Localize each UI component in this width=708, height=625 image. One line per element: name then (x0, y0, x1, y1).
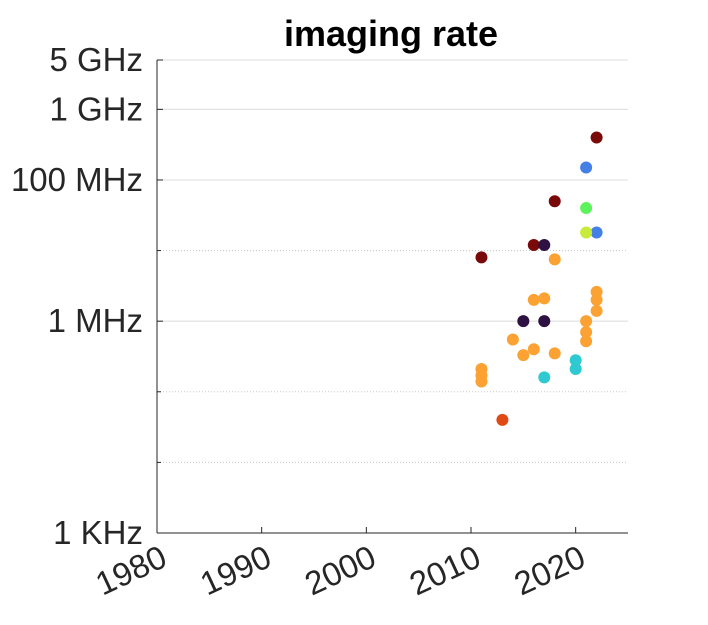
data-point (580, 226, 593, 239)
data-point (569, 354, 582, 367)
data-point (590, 226, 603, 239)
data-point (590, 293, 603, 306)
chart-title: imaging rate (284, 13, 498, 54)
data-point (580, 315, 593, 328)
data-point (548, 195, 561, 208)
axes (156, 60, 628, 534)
y-tick-label: 5 GHz (49, 41, 143, 78)
data-point (580, 202, 593, 215)
data-point (538, 371, 551, 384)
data-point (538, 315, 551, 328)
data-point (590, 131, 603, 144)
y-tick-label: 1 MHz (48, 302, 143, 339)
data-point (590, 304, 603, 317)
x-tick-label: 2010 (404, 538, 486, 603)
x-tick-label: 2000 (299, 538, 381, 603)
data-point (527, 238, 540, 251)
data-point (496, 413, 509, 426)
data-points (475, 131, 603, 426)
data-point (580, 326, 593, 339)
data-point (548, 253, 561, 266)
data-point (580, 161, 593, 174)
data-point (538, 238, 551, 251)
data-point (548, 347, 561, 360)
y-tick-label: 1 GHz (49, 90, 143, 127)
data-point (538, 292, 551, 305)
data-point (569, 363, 582, 376)
data-point (475, 251, 488, 264)
data-point (475, 375, 488, 388)
data-point (517, 315, 530, 328)
data-point (527, 343, 540, 356)
x-axis-ticks: 1980 1990 2000 2010 2020 (90, 527, 591, 602)
data-point (527, 293, 540, 306)
y-tick-label: 1 KHz (53, 514, 143, 551)
x-tick-label: 2020 (508, 538, 590, 603)
y-tick-label: 100 MHz (11, 161, 143, 198)
data-point (517, 349, 530, 362)
data-point (580, 335, 593, 348)
x-tick-label: 1990 (194, 538, 276, 603)
y-axis-ticks: 1 KHz 1 MHz 100 MHz 1 GHz 5 GHz (11, 41, 163, 551)
data-point (506, 333, 519, 346)
